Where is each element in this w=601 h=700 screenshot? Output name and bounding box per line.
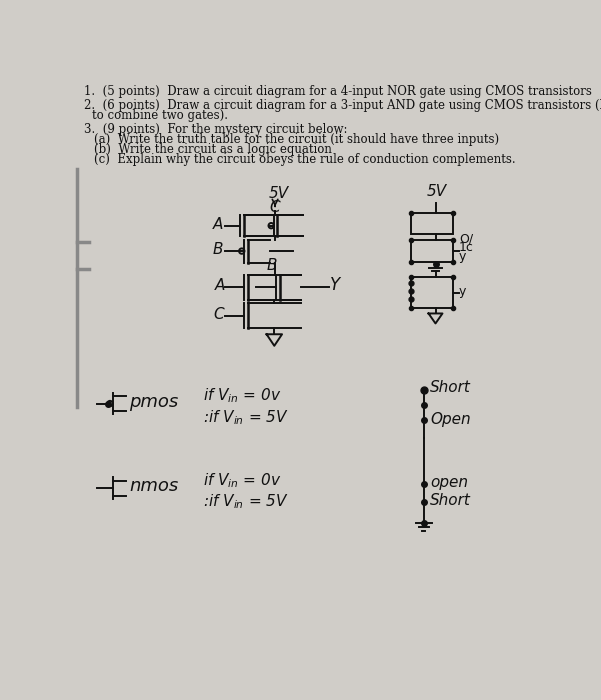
Text: A: A (215, 279, 225, 293)
Text: B: B (213, 242, 224, 257)
Text: to combine two gates).: to combine two gates). (92, 108, 228, 122)
Bar (410, 277, 453, 308)
Text: nmos: nmos (129, 477, 178, 496)
Text: 5V: 5V (427, 183, 447, 199)
Text: Short: Short (430, 380, 471, 395)
Text: (b)  Write the circuit as a logic equation: (b) Write the circuit as a logic equatio… (94, 143, 332, 155)
Text: :if $V_{in}$ = 5V: :if $V_{in}$ = 5V (203, 493, 288, 512)
Bar (410, 240, 453, 262)
Text: 3.  (9 points)  For the mystery circuit below:: 3. (9 points) For the mystery circuit be… (84, 122, 348, 136)
Text: if $V_{in}$ = 0v: if $V_{in}$ = 0v (203, 471, 281, 490)
Text: A: A (213, 217, 224, 232)
Text: :if $V_{in}$ = 5V: :if $V_{in}$ = 5V (203, 408, 288, 427)
Text: Y: Y (330, 276, 340, 295)
Text: open: open (430, 475, 468, 490)
Text: B: B (267, 258, 277, 273)
Text: if $V_{in}$ = 0v: if $V_{in}$ = 0v (203, 386, 281, 405)
Text: C: C (213, 307, 224, 322)
Text: Open: Open (430, 412, 471, 426)
Text: 2.  (6 points)  Draw a circuit diagram for a 3-input AND gate using CMOS transis: 2. (6 points) Draw a circuit diagram for… (84, 99, 601, 111)
Text: 1c: 1c (459, 241, 474, 254)
Text: pmos: pmos (129, 393, 178, 411)
Text: 1.  (5 points)  Draw a circuit diagram for a 4-input NOR gate using CMOS transis: 1. (5 points) Draw a circuit diagram for… (84, 85, 593, 98)
Text: (c)  Explain why the circuit obeys the rule of conduction complements.: (c) Explain why the circuit obeys the ru… (94, 153, 515, 165)
Text: C: C (269, 199, 279, 215)
Text: 5V: 5V (269, 186, 289, 201)
Text: y: y (459, 285, 466, 298)
Text: (a)  Write the truth table for the circuit (it should have three inputs): (a) Write the truth table for the circui… (94, 132, 499, 146)
Bar (410, 213, 453, 234)
Text: y: y (459, 250, 466, 262)
Text: O/: O/ (459, 232, 473, 246)
Text: Short: Short (430, 494, 471, 508)
